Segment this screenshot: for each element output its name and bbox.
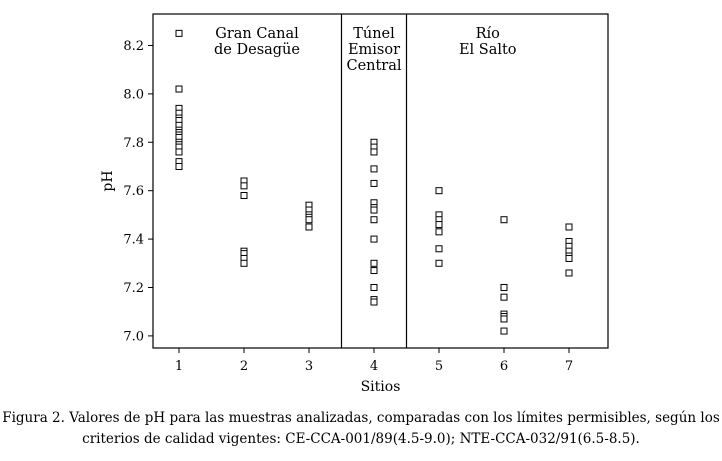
x-axis-title: Sitios — [361, 379, 401, 395]
point-site-2 — [240, 192, 248, 200]
figure-caption: Figura 2. Valores de pH para las muestra… — [0, 408, 722, 450]
point-site-5 — [435, 221, 443, 229]
point-site-1 — [175, 85, 183, 93]
region-2-label-line: Central — [346, 58, 401, 74]
point-site-4 — [370, 235, 378, 243]
y-tick-label: 8.0 — [123, 87, 144, 102]
caption-line-1: Figura 2. Valores de pH para las muestra… — [2, 410, 720, 426]
plot-frame — [152, 13, 609, 349]
point-site-5 — [435, 187, 443, 195]
point-site-5 — [435, 228, 443, 236]
x-tick-label: 5 — [435, 359, 443, 374]
region-2-label-line: Túnel — [353, 26, 395, 42]
point-site-4 — [370, 216, 378, 224]
point-site-3 — [305, 223, 313, 231]
region-2-label-line: Emisor — [348, 42, 400, 58]
y-tick-label: 7.6 — [123, 184, 144, 199]
x-tick-label: 3 — [305, 359, 313, 374]
y-tick-label: 7.2 — [123, 281, 144, 296]
point-site-7 — [565, 269, 573, 277]
point-site-6 — [500, 283, 508, 291]
point-site-7 — [565, 254, 573, 262]
point-site-4 — [370, 267, 378, 275]
point-site-7 — [565, 223, 573, 231]
point-site-6 — [500, 327, 508, 335]
point-site-4 — [370, 148, 378, 156]
region-1-label-line: de Desagüe — [214, 42, 300, 58]
y-tick-label: 7.8 — [123, 136, 144, 151]
point-site-1 — [175, 148, 183, 156]
y-tick-label: 8.2 — [123, 39, 144, 54]
ph-scatter-chart: 7.0 7.2 7.4 7.6 7.8 8.0 8.2 1 2 3 4 5 6 7 Gran Canal… — [100, 13, 609, 395]
point-site-1 — [175, 29, 183, 37]
point-site-4 — [370, 179, 378, 187]
x-tick-label: 2 — [240, 359, 248, 374]
y-tick-label: 7.4 — [123, 233, 144, 248]
point-site-2 — [240, 259, 248, 267]
point-site-4 — [370, 165, 378, 173]
point-site-1 — [175, 162, 183, 170]
point-site-6 — [500, 293, 508, 301]
point-site-6 — [500, 315, 508, 323]
region-3-label-line: Río — [476, 26, 500, 42]
point-site-4 — [370, 283, 378, 291]
y-tick-label: 7.0 — [123, 329, 144, 344]
point-site-6 — [500, 216, 508, 224]
y-axis-title: pH — [100, 170, 116, 191]
x-tick-label: 6 — [500, 359, 508, 374]
point-site-4 — [370, 206, 378, 214]
x-tick-label: 7 — [565, 359, 573, 374]
point-site-2 — [240, 182, 248, 190]
x-tick-label: 4 — [370, 359, 378, 374]
region-1-label-line: Gran Canal — [215, 26, 299, 42]
point-site-5 — [435, 245, 443, 253]
point-site-5 — [435, 259, 443, 267]
point-site-4 — [370, 259, 378, 267]
region-3-label-line: El Salto — [459, 42, 517, 58]
point-site-4 — [370, 298, 378, 306]
point-site-3 — [305, 216, 313, 224]
caption-line-2: criterios de calidad vigentes: CE-CCA-00… — [82, 431, 640, 447]
x-tick-label: 1 — [175, 359, 183, 374]
